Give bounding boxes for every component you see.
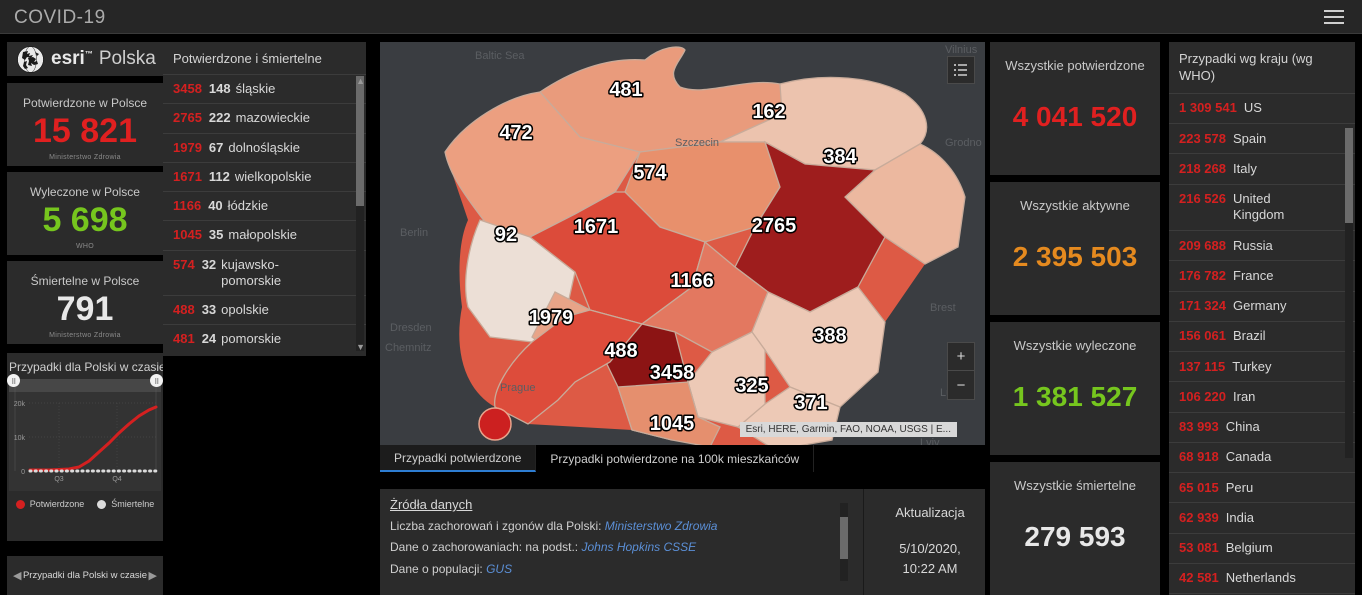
svg-text:481: 481 [609,79,642,101]
svg-text:1671: 1671 [574,216,619,238]
svg-text:20k: 20k [14,401,26,408]
svg-text:3458: 3458 [650,362,695,384]
svg-text:325: 325 [735,375,768,397]
svg-text:574: 574 [633,162,667,184]
svg-text:384: 384 [823,146,857,168]
svg-text:10k: 10k [14,435,26,442]
svg-text:2765: 2765 [752,215,797,237]
svg-text:1045: 1045 [650,413,695,435]
svg-text:388: 388 [813,325,846,347]
svg-text:488: 488 [604,340,637,362]
svg-text:Q3: Q3 [54,476,63,483]
svg-text:0: 0 [21,469,25,476]
svg-text:92: 92 [495,224,517,246]
svg-text:Q4: Q4 [112,476,121,483]
svg-text:472: 472 [499,122,532,144]
svg-text:371: 371 [794,392,827,414]
svg-text:162: 162 [752,101,785,123]
svg-text:1979: 1979 [529,307,574,329]
svg-text:1166: 1166 [670,270,713,292]
